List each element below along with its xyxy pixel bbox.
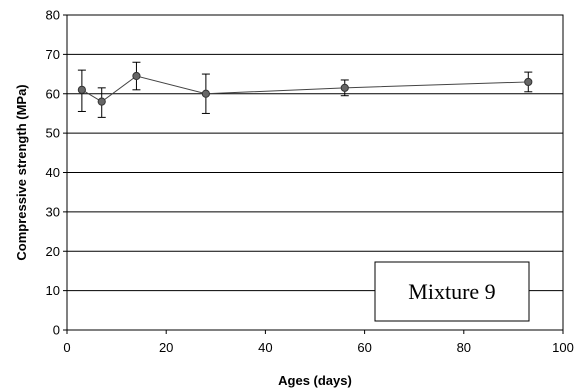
series-line (81, 75, 529, 103)
annotation-label: Mixture 9 (408, 279, 495, 304)
x-axis-title: Ages (days) (278, 373, 352, 388)
y-axis-title: Compressive strength (MPa) (14, 84, 29, 260)
data-point (524, 77, 533, 87)
data-point (201, 89, 210, 98)
y-tick-label: 60 (46, 86, 60, 101)
y-tick-label: 70 (46, 47, 60, 62)
y-tick-label: 10 (46, 283, 60, 298)
annotation-box: Mixture 9 (374, 261, 530, 322)
annotation-frame (374, 261, 530, 322)
y-tick-label: 20 (46, 244, 60, 259)
y-tick-label: 0 (53, 323, 60, 338)
data-point (97, 97, 106, 106)
data-point (77, 85, 86, 94)
x-tick-label: 40 (258, 340, 272, 355)
x-tick-label: 80 (457, 340, 471, 355)
y-axis: 0 10 20 30 40 50 60 70 80 (46, 8, 67, 338)
x-tick-label: 20 (159, 340, 173, 355)
y-tick-label: 50 (46, 126, 60, 141)
x-tick-label: 60 (357, 340, 371, 355)
y-tick-label: 80 (46, 8, 60, 23)
y-tick-label: 40 (46, 165, 60, 180)
data-point (340, 83, 349, 92)
x-axis: 0 20 40 60 80 100 (63, 330, 574, 355)
x-tick-label: 0 (63, 340, 70, 355)
x-tick-label: 100 (552, 340, 574, 355)
data-series (77, 61, 533, 118)
data-point (132, 71, 141, 81)
y-tick-label: 30 (46, 204, 60, 219)
